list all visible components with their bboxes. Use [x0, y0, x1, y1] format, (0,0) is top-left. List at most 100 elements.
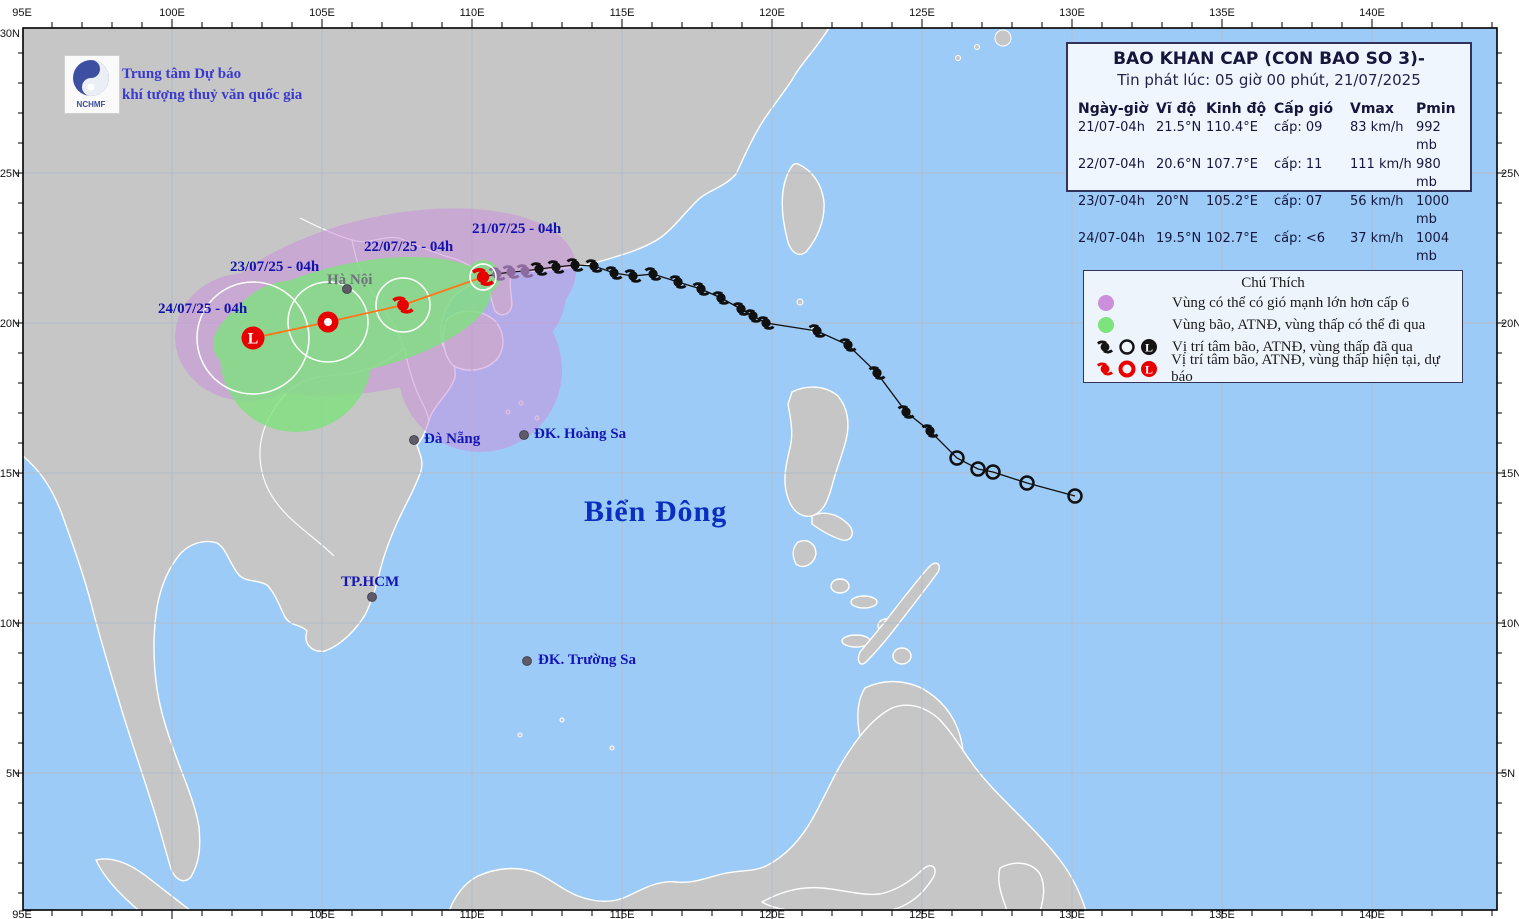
axis-label-left: 25N [0, 168, 20, 180]
forecast-table-cell: 102.7°E [1206, 230, 1258, 246]
agency-name-line2: khí tượng thuỷ văn quốc gia [122, 87, 303, 103]
legend-purple-dot [1098, 295, 1114, 311]
forecast-table-cell: 56 km/h [1350, 193, 1404, 209]
axis-label-bottom: 135E [1209, 909, 1235, 919]
forecast-table-cell: 107.7°E [1206, 156, 1258, 172]
axis-label-bottom: 105E [309, 909, 335, 919]
forecast-position-low-icon [241, 326, 265, 350]
forecast-table-cell: cấp: <6 [1274, 230, 1326, 246]
legend-item-4: L Vị trí tâm bão, ATNĐ, vùng thấp hiện tạ… [1084, 352, 1462, 385]
forecast-table-cell: 22/07-04h [1078, 156, 1145, 172]
forecast-table-header-cell: Cấp gió [1274, 101, 1334, 117]
axis-label-top: 120E [759, 7, 785, 19]
landmass-sulawesi [998, 862, 1045, 910]
islet-babuyan-1 [796, 298, 804, 306]
forecast-track-line [252, 276, 484, 339]
axis-label-top: 110E [460, 7, 485, 19]
city-dot [522, 656, 532, 666]
landmass-borneo [448, 704, 1087, 910]
legend-typhoon-icon [1094, 359, 1116, 379]
legend-past-symbols-icon: L [1094, 337, 1157, 357]
islet-spratly-1 [517, 732, 523, 738]
forecast-table-cell: 1000 mb [1416, 193, 1450, 228]
current-position-ring [469, 263, 497, 291]
past-position-open-circle [949, 450, 965, 466]
forecast-table-cell: 980 mb [1416, 156, 1441, 191]
legend-low-icon [1141, 361, 1157, 377]
axis-label-left: 5N [6, 768, 20, 780]
legend-current-symbols-icon: L [1094, 359, 1157, 379]
past-position-open-circle [1067, 488, 1083, 504]
legend-rows: Vùng có thể có gió mạnh lớn hơn cấp 6 Vùn… [1084, 292, 1462, 385]
storm-track-layer: L [196, 255, 1083, 504]
islet-spratly-2 [559, 717, 565, 723]
landmass-mindoro [792, 540, 817, 568]
forecast-table-cell: 1004 mb [1416, 230, 1450, 265]
axis-label-right: 25N [1501, 168, 1519, 180]
forecast-table-header-cell: Vĩ độ [1156, 101, 1197, 117]
axis-label-bottom: 110E [460, 909, 485, 919]
landmass-visayas-1 [830, 578, 850, 594]
city-dot [519, 430, 529, 440]
axis-label-top: 130E [1059, 7, 1085, 19]
forecast-time-label-1: 21/07/25 - 04h [472, 221, 562, 237]
legend-circle-icon [1118, 360, 1136, 378]
storm-info-title: BAO KHAN CAP (CON BAO SO 3)- [1113, 49, 1425, 69]
storm-forecast-table: Ngày-giờ Vĩ độ Kinh độ Cấp gió Vmax Pmin 21/07… [1078, 100, 1464, 267]
axis-label-bottom: 115E [610, 909, 635, 919]
city-marker-layer [342, 284, 532, 666]
axis-label-left: 30N [0, 28, 20, 40]
storm-info-box: BAO KHAN CAP (CON BAO SO 3)- Tin phát lú… [1066, 42, 1472, 264]
storm-info-issued: Tin phát lúc: 05 giờ 00 phút, 21/07/2025 [1117, 71, 1421, 89]
past-position-open-circle [970, 461, 986, 477]
sea-name-label: Biển Đông [584, 495, 728, 528]
landmass-visayas-5 [892, 647, 912, 665]
legend-symbol-cell: L [1084, 359, 1171, 379]
axis-label-top: 140E [1359, 7, 1385, 19]
forecast-uncertainty-circle [375, 277, 431, 333]
axis-label-right: 20N [1501, 318, 1519, 330]
legend-green-dot [1098, 317, 1114, 333]
axis-label-right: 15N [1501, 468, 1519, 480]
forecast-table-cell: 20°N [1156, 193, 1189, 209]
city-dot [367, 592, 377, 602]
legend-circle-icon [1119, 339, 1135, 355]
forecast-position-circle-icon-hole [324, 318, 332, 326]
axis-label-right: 10N [1501, 618, 1519, 630]
city-label-1: Đà Nẵng [424, 431, 481, 447]
legend-item-2: Vùng bão, ATNĐ, vùng thấp có thể đi qua [1084, 314, 1462, 336]
nchmf-logo: NCHMF [64, 55, 120, 114]
city-dot [409, 435, 419, 445]
city-label-3: TP.HCM [341, 574, 400, 590]
islet-amami [994, 29, 1012, 47]
axis-label-bottom: 120E [759, 909, 785, 919]
forecast-table-header-cell: Ngày-giờ [1078, 101, 1149, 117]
forecast-table-cell: 21/07-04h [1078, 119, 1145, 135]
forecast-table-cell: 37 km/h [1350, 230, 1404, 246]
legend-symbol-cell: L [1084, 337, 1172, 357]
landmass-sumatra [95, 858, 191, 910]
city-label-4: ĐK. Trường Sa [538, 652, 637, 668]
forecast-table-cell: 23/07-04h [1078, 193, 1145, 209]
axis-label-top: 135E [1209, 7, 1235, 19]
axis-label-top: 125E [909, 7, 935, 19]
past-position-open-circle [985, 464, 1001, 480]
forecast-table-row: 21/07-04h 21.5°N 110.4°E cấp: 09 83 km/h 992 … [1078, 119, 1464, 156]
axis-label-bottom: 140E [1359, 909, 1385, 919]
forecast-time-label-4: 24/07/25 - 04h [158, 301, 248, 317]
forecast-time-label-2: 22/07/25 - 04h [364, 239, 454, 255]
capital-dot [342, 284, 352, 294]
capital-label: Hà Nội [327, 272, 373, 288]
legend-green-zone-icon [1098, 317, 1114, 333]
forecast-table-row: 24/07-04h 19.5°N 102.7°E cấp: <6 37 km/h 1004… [1078, 230, 1464, 267]
nchmf-logo-icon: NCHMF [73, 60, 109, 109]
forecast-table-header: Ngày-giờ Vĩ độ Kinh độ Cấp gió Vmax Pmin [1078, 100, 1464, 119]
legend-title: Chú Thích [1241, 275, 1305, 291]
axis-label-bottom: 130E [1059, 909, 1085, 919]
legend-item-3: L Vị trí tâm bão, ATNĐ, vùng thấp đã qua [1084, 336, 1462, 358]
landmass-sulawesi-arm [761, 865, 936, 910]
legend-item-label: Vùng bão, ATNĐ, vùng thấp có thể đi qua [1172, 316, 1426, 333]
axis-label-left: 20N [0, 318, 20, 330]
axis-label-left: 10N [0, 618, 20, 630]
